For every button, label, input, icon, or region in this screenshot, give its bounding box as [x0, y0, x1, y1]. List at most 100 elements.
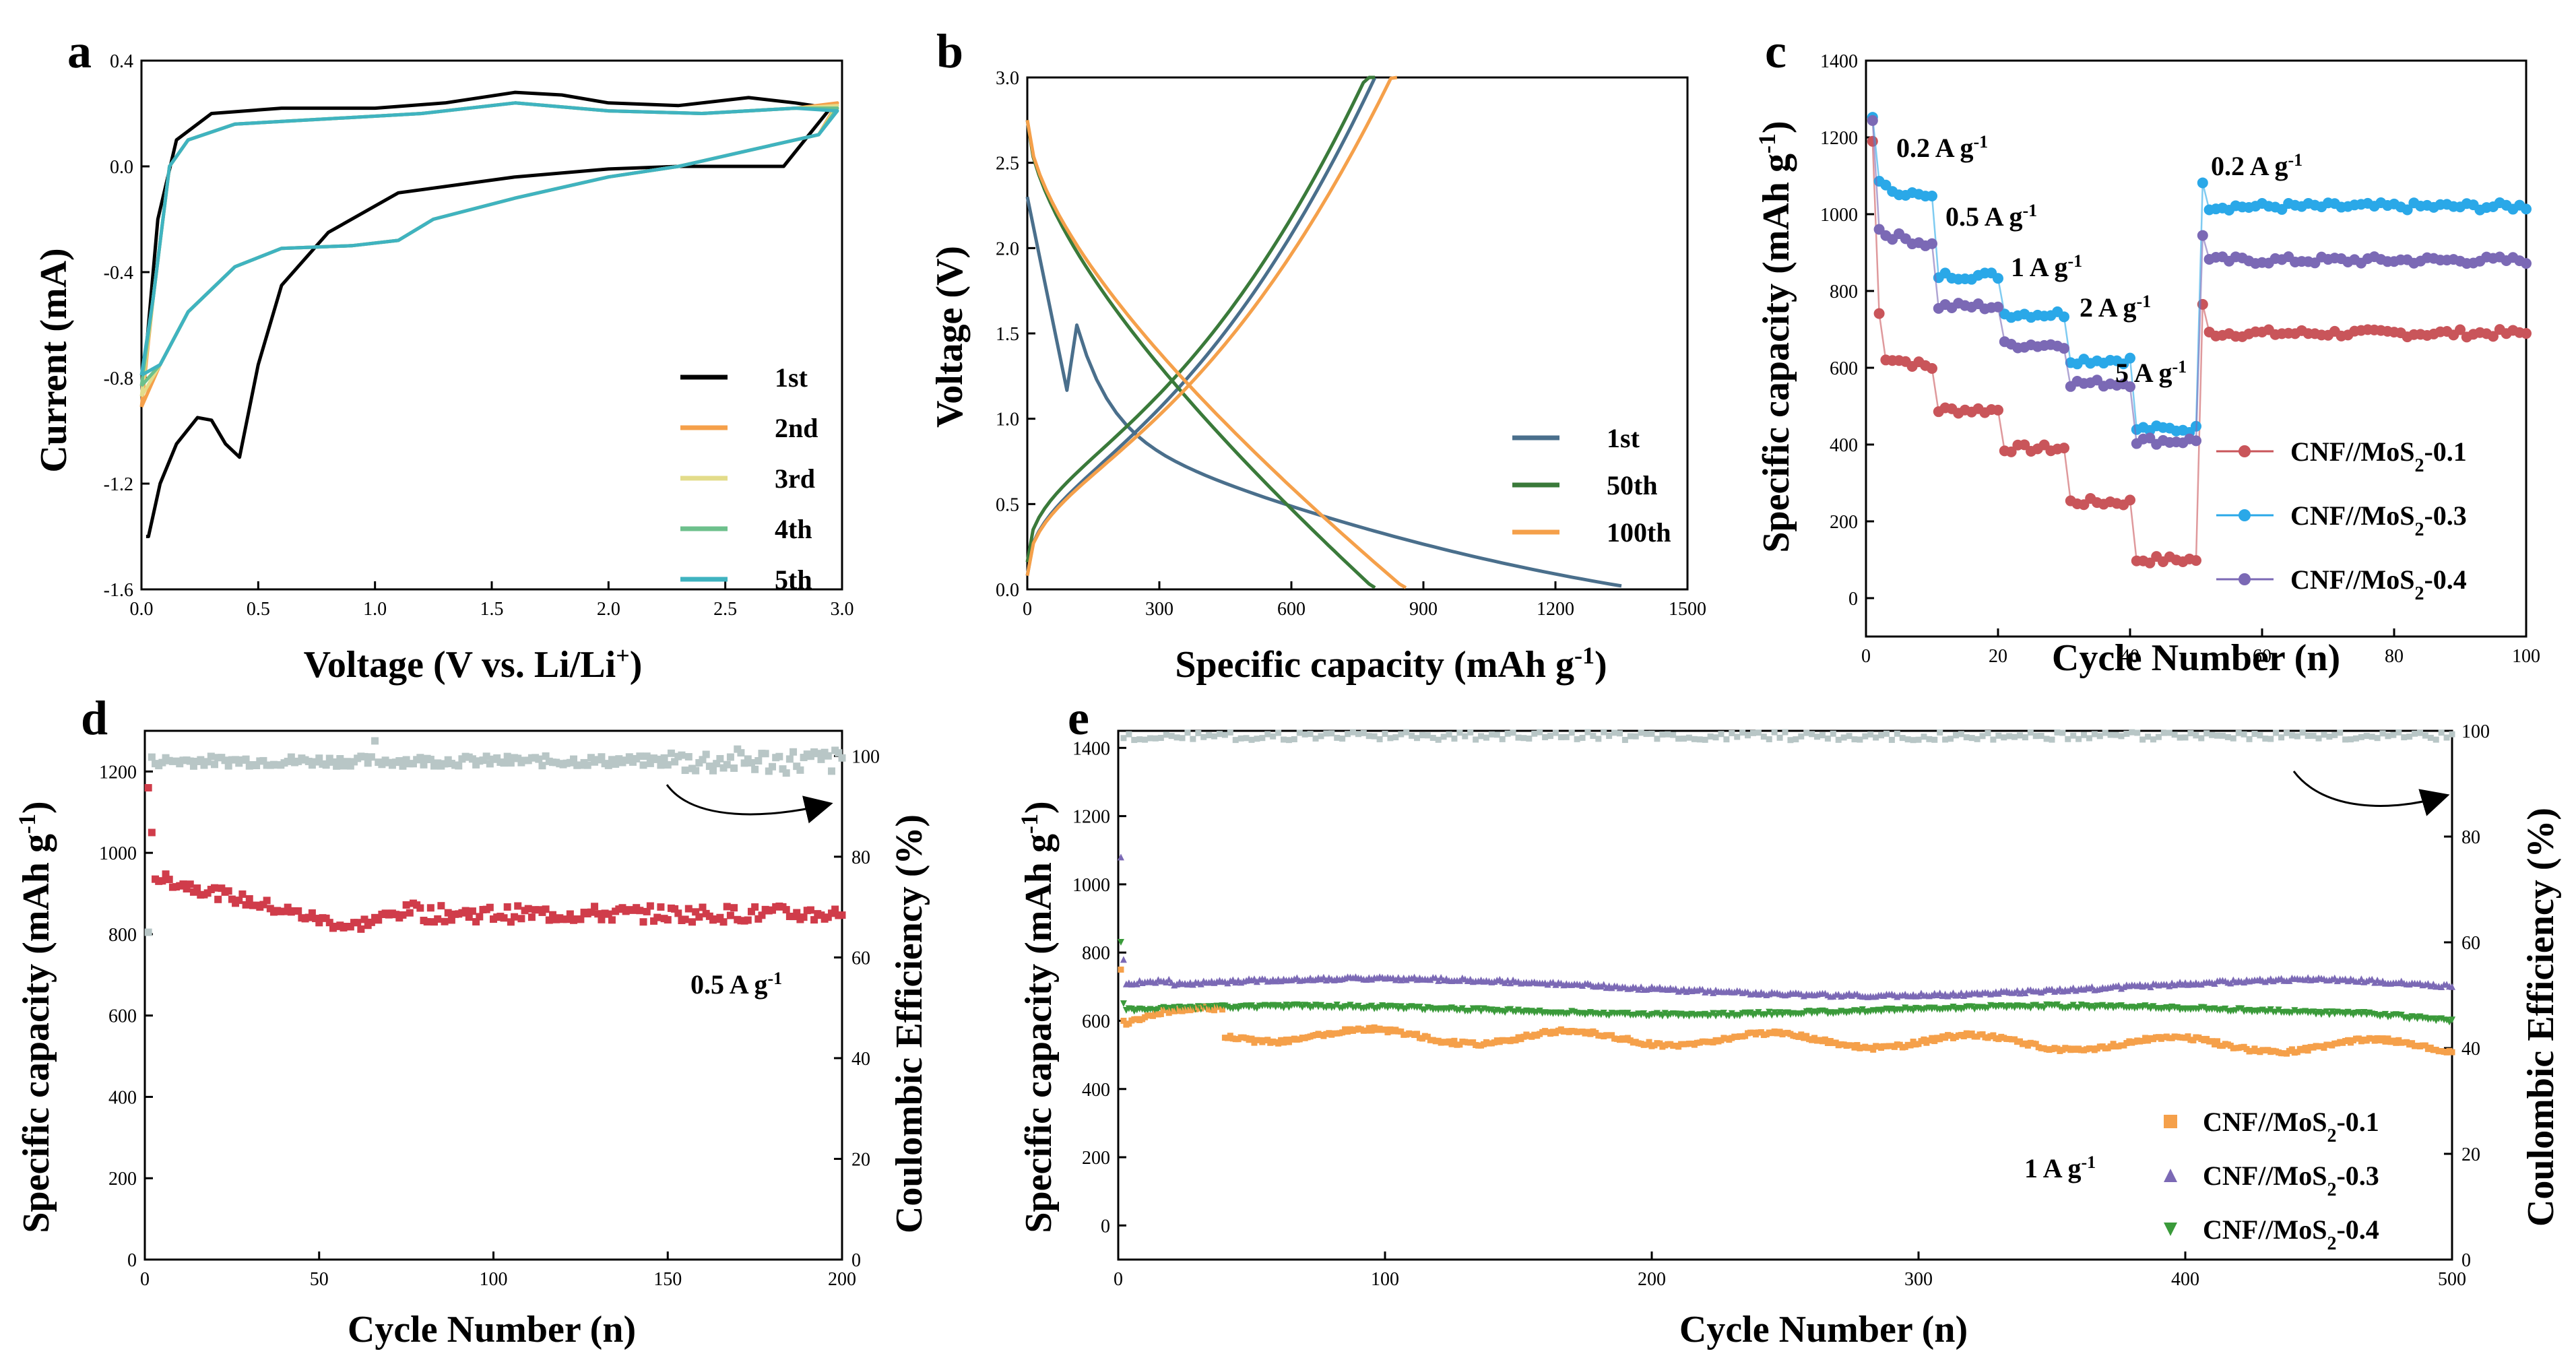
capacity-point-0.1: [1448, 1041, 1455, 1047]
efficiency-point: [2166, 729, 2172, 736]
efficiency-point: [646, 759, 654, 767]
rate-point-CNF//MoS2-0.4: [2125, 381, 2135, 393]
capacity-point: [294, 907, 302, 915]
x-axis-e-tick-label: 0: [1114, 1269, 1123, 1290]
capacity-point-0.1: [1646, 1039, 1652, 1045]
capacity-point-0.3: [1165, 975, 1173, 983]
capacity-point-0.3: [2117, 985, 2125, 992]
efficiency-point: [1462, 733, 1469, 740]
capacity-point-0.4: [1205, 1003, 1213, 1010]
y-axis-a-tick-label: 0.0: [110, 157, 133, 178]
rate-point-CNF//MoS2-0.1: [2144, 557, 2156, 568]
efficiency-point: [1243, 735, 1250, 742]
rate-label-0.2-start: 0.2 A g-1: [1896, 132, 1988, 164]
efficiency-point: [699, 756, 707, 764]
efficiency-point: [1312, 735, 1319, 742]
efficiency-point: [1136, 736, 1143, 743]
efficiency-point: [514, 754, 522, 762]
efficiency-point: [1227, 729, 1233, 736]
efficiency-point: [1206, 732, 1213, 739]
efficiency-point: [2288, 732, 2295, 739]
efficiency-point: [790, 748, 798, 756]
capacity-point-0.4: [1312, 1002, 1320, 1009]
efficiency-point: [378, 760, 386, 769]
capacity-point-0.1: [2379, 1035, 2386, 1042]
arrow-e: [2292, 771, 2450, 816]
efficiency-point: [1291, 736, 1297, 743]
capacity-point-0.1: [1931, 1038, 1938, 1045]
capacity-point-0.4: [1784, 1009, 1791, 1016]
capacity-point: [245, 895, 253, 903]
capacity-point-0.3: [2449, 983, 2455, 990]
y-axis-b-tick-label: 0.0: [996, 580, 1019, 601]
efficiency-point: [1857, 736, 1863, 743]
capacity-point-0.3: [2011, 989, 2018, 996]
efficiency-point: [1221, 731, 1228, 738]
capacity-point-0.1: [1609, 1032, 1615, 1039]
efficiency-point: [1355, 731, 1361, 738]
efficiency-point: [426, 756, 434, 764]
efficiency-point: [2262, 736, 2269, 742]
efficiency-point: [1851, 736, 1858, 743]
efficiency-point: [2369, 734, 2375, 740]
x-axis-e-tick-label: 200: [1638, 1269, 1666, 1290]
capacity-point-0.3: [1232, 979, 1239, 986]
legend-label: 50th: [1607, 470, 1658, 500]
capacity-point: [304, 913, 313, 921]
efficiency-point: [1712, 734, 1719, 741]
efficiency-point: [653, 755, 662, 763]
efficiency-point: [2022, 734, 2028, 741]
efficiency-point: [287, 753, 295, 761]
rate-point-CNF//MoS2-0.1: [2488, 331, 2499, 342]
efficiency-point: [360, 752, 368, 760]
efficiency-point: [1531, 730, 1538, 737]
efficiency-point: [1409, 732, 1415, 739]
efficiency-point: [1814, 734, 1821, 740]
efficiency-point: [1840, 734, 1847, 741]
efficiency-point: [1968, 735, 1975, 742]
capacity-point: [800, 913, 808, 921]
efficiency-point: [2352, 735, 2359, 742]
legend-b: 1st 50th 100th: [1512, 423, 1671, 548]
capacity-point: [604, 910, 612, 918]
rate-point-CNF//MoS2-0.3: [2125, 352, 2135, 364]
capacity-point-0.3: [2369, 975, 2376, 983]
efficiency-point: [1643, 731, 1650, 738]
efficiency-point: [1584, 729, 1591, 736]
capacity-point: [280, 907, 288, 915]
efficiency-point: [1878, 732, 1885, 739]
efficiency-point: [1707, 733, 1714, 740]
capacity-point: [322, 914, 330, 922]
y-axis-d-tick-label: 200: [108, 1169, 137, 1190]
efficiency-point: [158, 758, 166, 767]
efficiency-point: [203, 758, 212, 766]
capacity-point-0.3: [1579, 981, 1586, 989]
capacity-point: [730, 904, 738, 912]
capacity-point: [447, 916, 455, 924]
axis-label-c-x: Cycle Number (n): [2052, 637, 2340, 679]
capacity-point: [751, 903, 759, 911]
efficiency-point: [1568, 729, 1575, 736]
efficiency-point: [751, 765, 759, 773]
efficiency-point: [1376, 736, 1383, 743]
y-axis-e-tick-label: 600: [1082, 1011, 1110, 1032]
rate-point-CNF//MoS2-0.3: [1927, 190, 1937, 201]
efficiency-point: [1910, 737, 1917, 744]
capacity-point: [308, 909, 316, 917]
efficiency-point: [2401, 734, 2408, 741]
efficiency-point: [1552, 729, 1559, 736]
capacity-point-0.4: [1515, 1006, 1522, 1014]
capacity-point: [179, 880, 187, 888]
discharge-curve-100th: [1025, 119, 1407, 589]
efficiency-point: [1473, 736, 1479, 743]
y2-axis-e-tick-label: 20: [2461, 1144, 2480, 1165]
rate-point-CNF//MoS2-0.1: [2191, 555, 2201, 566]
efficiency-point: [336, 754, 344, 762]
efficiency-point: [1873, 734, 1879, 741]
x-axis-d-tick-label: 200: [828, 1269, 856, 1290]
efficiency-point: [2214, 732, 2221, 739]
efficiency-point: [1921, 734, 1927, 740]
x-axis-a-tick-label: 2.0: [597, 599, 620, 620]
rate-point-CNF//MoS2-0.3: [2402, 204, 2413, 216]
efficiency-point: [1414, 735, 1421, 742]
